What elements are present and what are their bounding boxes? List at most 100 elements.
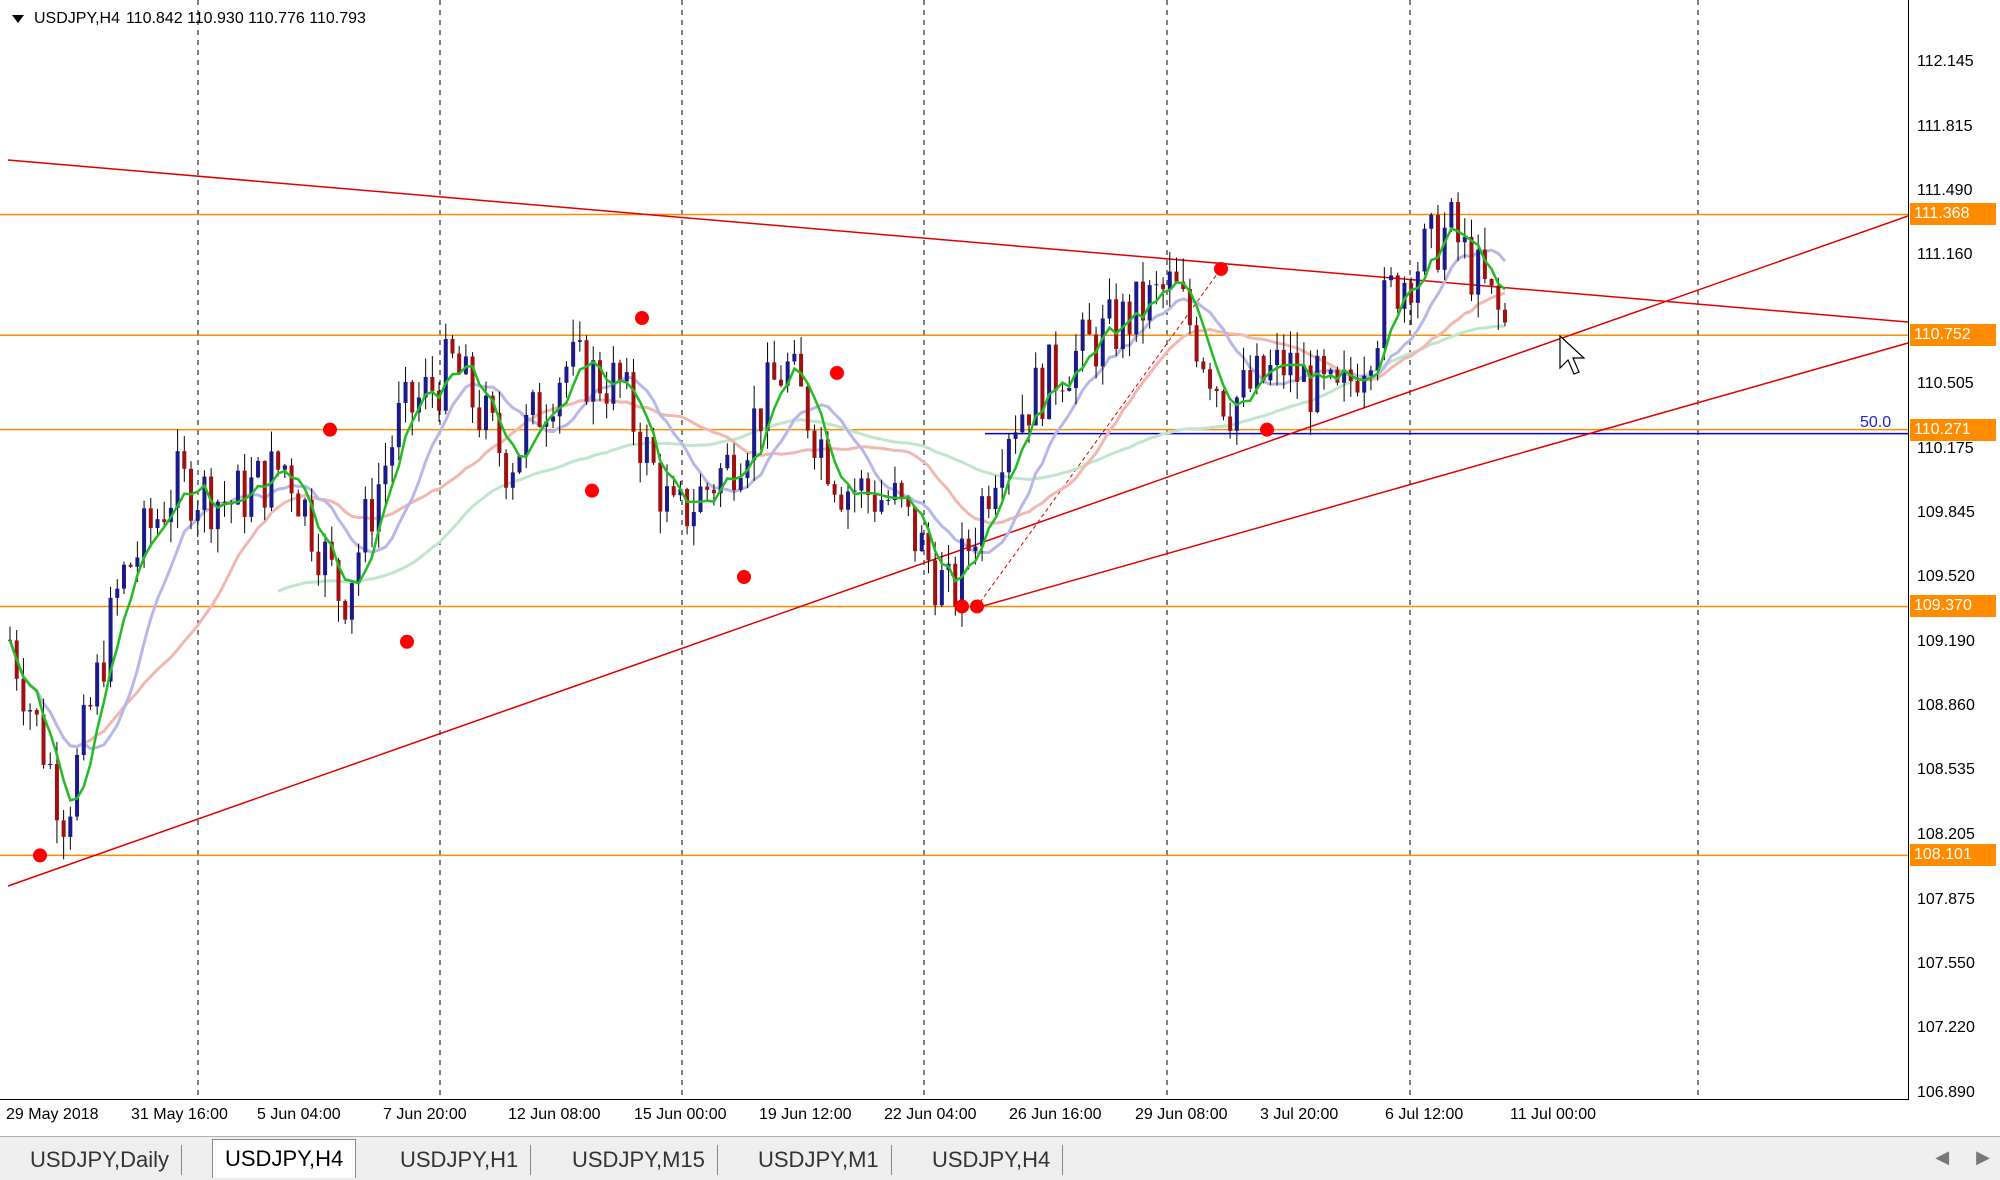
chart-tab-bar: ◀ ▶ USDJPY,Daily USDJPY,H4 USDJPY,H1 USDJPY… bbox=[0, 1136, 2000, 1180]
candle-body bbox=[899, 482, 904, 497]
candle-body bbox=[1281, 349, 1286, 376]
price-tick-label: 110.175 bbox=[1917, 439, 1974, 457]
candle-body bbox=[477, 407, 482, 431]
candle-body bbox=[879, 500, 884, 512]
candle-body bbox=[584, 340, 589, 402]
price-tick-label: 111.815 bbox=[1917, 117, 1973, 135]
candle-body bbox=[618, 362, 623, 382]
chart-tab[interactable]: USDJPY,H4 bbox=[212, 1139, 357, 1178]
candle-body bbox=[403, 381, 408, 403]
chart-area[interactable]: USDJPY,H4 110.842 110.930 110.776 110.79… bbox=[0, 0, 1909, 1100]
candle-body bbox=[933, 560, 938, 606]
candle-body bbox=[437, 390, 442, 411]
candle-body bbox=[1469, 236, 1474, 295]
candle-body bbox=[537, 392, 542, 427]
candle-body bbox=[1342, 369, 1347, 383]
pivot-marker bbox=[323, 422, 337, 437]
candle-body bbox=[1000, 472, 1005, 488]
scroll-left-icon[interactable]: ◀ bbox=[1935, 1147, 1950, 1167]
candle-body bbox=[953, 563, 958, 607]
candle-body bbox=[591, 360, 596, 402]
time-tick-label: 11 Jul 00:00 bbox=[1510, 1106, 1596, 1123]
candle-body bbox=[1013, 432, 1018, 439]
candle-body bbox=[8, 639, 12, 641]
price-tick-label: 108.860 bbox=[1917, 697, 1975, 715]
candle-body bbox=[470, 356, 475, 408]
candle-body bbox=[651, 437, 656, 463]
candle-body bbox=[1368, 370, 1373, 376]
candle-body bbox=[101, 662, 106, 682]
price-chart[interactable] bbox=[0, 0, 1908, 1099]
candle-body bbox=[75, 754, 80, 817]
candle-body bbox=[390, 447, 395, 466]
candle-body bbox=[1328, 369, 1333, 375]
candle-body bbox=[678, 489, 683, 496]
candle-body bbox=[1033, 367, 1038, 426]
candle-body bbox=[423, 376, 428, 398]
price-tick-label: 111.490 bbox=[1917, 181, 1973, 199]
candle-body bbox=[1167, 271, 1172, 290]
chart-tab[interactable]: USDJPY,Daily bbox=[18, 1145, 182, 1175]
candle-body bbox=[1402, 282, 1407, 309]
candle-body bbox=[1355, 380, 1360, 393]
candle-body bbox=[1321, 355, 1326, 375]
candle-body bbox=[1127, 301, 1132, 335]
price-tick-label: 109.845 bbox=[1917, 504, 1975, 522]
candle-body bbox=[54, 763, 59, 821]
candle-body bbox=[497, 412, 502, 454]
candle-body bbox=[1375, 348, 1380, 371]
pivot-marker bbox=[635, 311, 649, 326]
chart-tab[interactable]: USDJPY,H1 bbox=[388, 1145, 532, 1175]
candle-body bbox=[966, 538, 971, 552]
candle-body bbox=[202, 476, 207, 511]
candle-body bbox=[296, 493, 301, 517]
candle-body bbox=[1315, 355, 1320, 413]
candle-body bbox=[1087, 319, 1092, 335]
candle-body bbox=[155, 519, 160, 528]
candle-body bbox=[772, 362, 777, 380]
candle-body bbox=[892, 482, 897, 500]
pivot-marker bbox=[1260, 422, 1274, 437]
candle-body bbox=[249, 477, 254, 517]
candle-body bbox=[1214, 388, 1219, 392]
mouse-cursor-icon bbox=[1559, 334, 1586, 375]
candle-body bbox=[1194, 325, 1199, 362]
chart-tab[interactable]: USDJPY,M15 bbox=[560, 1145, 718, 1175]
candle-body bbox=[410, 381, 415, 413]
candle-body bbox=[671, 486, 676, 496]
candle-body bbox=[95, 662, 100, 707]
price-tick-label: 108.205 bbox=[1917, 826, 1975, 843]
candle-body bbox=[282, 465, 287, 470]
chart-tab[interactable]: USDJPY,H4 bbox=[920, 1145, 1064, 1175]
candle-body bbox=[913, 506, 918, 552]
candle-body bbox=[215, 501, 220, 530]
candle-body bbox=[1295, 352, 1300, 382]
candle-body bbox=[68, 816, 73, 837]
scroll-right-icon[interactable]: ▶ bbox=[1976, 1147, 1990, 1167]
candle-body bbox=[376, 484, 381, 532]
candle-body bbox=[557, 382, 562, 417]
candle-body bbox=[1482, 249, 1487, 279]
fib-level-label: 50.0 bbox=[1860, 414, 1892, 431]
candle-body bbox=[805, 386, 810, 431]
candle-body bbox=[115, 588, 120, 598]
candle-body bbox=[718, 468, 723, 494]
candle-body bbox=[195, 510, 200, 521]
price-tick-label: 112.145 bbox=[1917, 53, 1974, 70]
candle-body bbox=[1221, 391, 1226, 417]
candle-body bbox=[88, 704, 93, 707]
tab-scroll-controls: ◀ ▶ bbox=[1913, 1147, 1990, 1168]
candle-body bbox=[162, 519, 167, 523]
time-tick-label: 22 Jun 04:00 bbox=[884, 1106, 977, 1123]
candle-body bbox=[370, 499, 375, 532]
candle-body bbox=[148, 508, 153, 528]
dropdown-triangle-icon[interactable] bbox=[12, 15, 24, 23]
time-tick-label: 12 Jun 08:00 bbox=[508, 1106, 601, 1123]
price-scale[interactable]: 112.145 111.815 111.490 111.160 110.505 110.1… bbox=[1909, 0, 2000, 1101]
candle-body bbox=[631, 372, 636, 432]
price-tick-label: 107.220 bbox=[1917, 1019, 1975, 1037]
moving-average-fast bbox=[8, 227, 1506, 803]
candle-body bbox=[28, 710, 33, 712]
chart-tab[interactable]: USDJPY,M1 bbox=[746, 1145, 892, 1175]
pivot-marker bbox=[970, 599, 984, 614]
